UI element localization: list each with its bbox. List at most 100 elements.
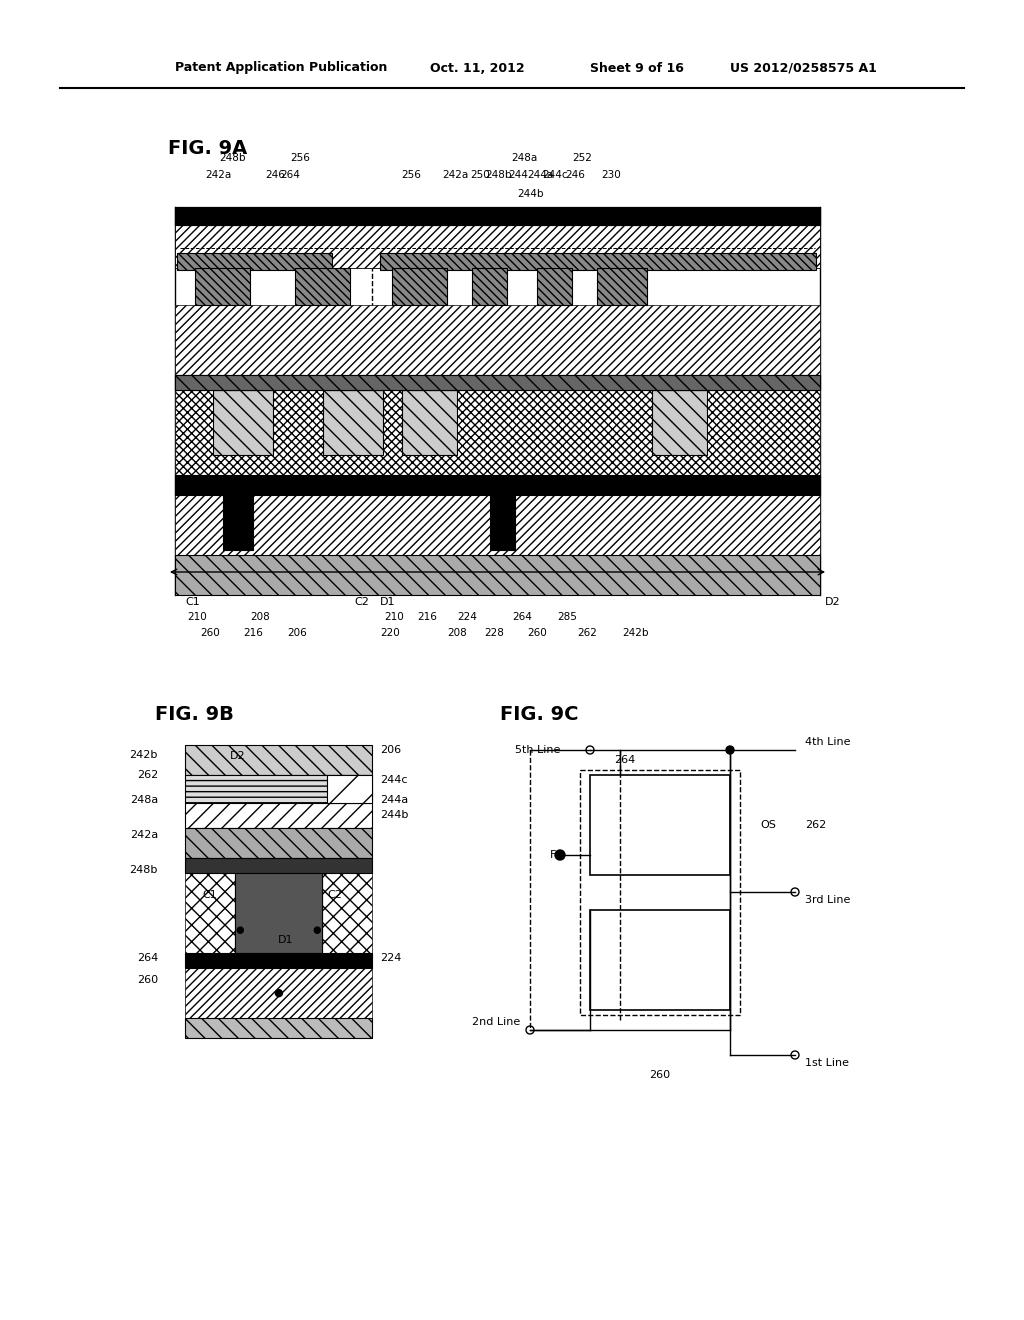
Text: C1: C1 — [185, 597, 200, 607]
Text: 216: 216 — [417, 612, 437, 622]
Bar — [327, 775, 372, 803]
Text: Oct. 11, 2012: Oct. 11, 2012 — [430, 62, 524, 74]
Text: 242a: 242a — [205, 170, 231, 180]
Text: D1: D1 — [380, 597, 395, 607]
Text: OS: OS — [760, 820, 776, 830]
Bar — [175, 475, 820, 495]
Text: 228: 228 — [484, 628, 504, 638]
Text: C1: C1 — [203, 890, 217, 900]
Text: 248b: 248b — [130, 865, 158, 875]
Text: 252: 252 — [572, 153, 592, 162]
Bar — [392, 268, 447, 305]
Text: 208: 208 — [447, 628, 467, 638]
Bar — [175, 207, 820, 224]
Text: 246: 246 — [565, 170, 585, 180]
Text: 250: 250 — [470, 170, 489, 180]
Text: 210: 210 — [384, 612, 403, 622]
Text: 262: 262 — [137, 770, 158, 780]
Text: 244b: 244b — [380, 810, 409, 820]
Text: 2nd Line: 2nd Line — [472, 1016, 520, 1027]
Text: 260: 260 — [200, 628, 220, 638]
Bar — [590, 909, 730, 1010]
Text: ●: ● — [236, 925, 245, 935]
Bar — [490, 495, 515, 550]
Text: 256: 256 — [401, 170, 421, 180]
Text: 4th Line: 4th Line — [805, 737, 851, 747]
Text: 210: 210 — [187, 612, 207, 622]
Text: 262: 262 — [805, 820, 826, 830]
Text: FIG. 9B: FIG. 9B — [155, 705, 233, 725]
Text: 246: 246 — [265, 170, 285, 180]
Text: 244a: 244a — [380, 795, 409, 805]
Text: 244c: 244c — [380, 775, 408, 785]
Bar — [185, 744, 372, 775]
Text: 248a: 248a — [130, 795, 158, 805]
Bar — [323, 389, 383, 455]
Bar — [185, 1018, 372, 1038]
Text: Sheet 9 of 16: Sheet 9 of 16 — [590, 62, 684, 74]
Text: FG: FG — [550, 850, 565, 861]
Text: 5th Line: 5th Line — [515, 744, 560, 755]
Text: 244c: 244c — [542, 170, 568, 180]
Bar — [223, 495, 253, 550]
Text: D2: D2 — [230, 751, 246, 762]
Bar — [234, 775, 322, 953]
Text: 260: 260 — [137, 975, 158, 985]
Text: 230: 230 — [601, 170, 621, 180]
Bar — [175, 305, 820, 375]
Text: 220: 220 — [380, 628, 399, 638]
Text: 264: 264 — [614, 755, 636, 766]
Bar — [185, 803, 372, 828]
Text: 260: 260 — [649, 1071, 671, 1080]
Text: 285: 285 — [557, 612, 577, 622]
Text: 3rd Line: 3rd Line — [805, 895, 850, 906]
Text: ●: ● — [312, 925, 322, 935]
Text: 244a: 244a — [527, 170, 553, 180]
Text: Patent Application Publication: Patent Application Publication — [175, 62, 387, 74]
Text: 224: 224 — [380, 953, 401, 964]
Text: 248a: 248a — [511, 153, 538, 162]
Text: 242a: 242a — [130, 830, 158, 840]
Bar — [175, 207, 820, 224]
Text: 206: 206 — [287, 628, 307, 638]
Bar — [177, 253, 332, 271]
Bar — [402, 389, 457, 455]
Text: 264: 264 — [512, 612, 531, 622]
Bar — [537, 268, 572, 305]
Text: 242a: 242a — [442, 170, 468, 180]
Bar — [175, 224, 820, 268]
Text: 256: 256 — [290, 153, 310, 162]
Text: C2: C2 — [327, 890, 342, 900]
Text: 206: 206 — [380, 744, 401, 755]
Bar — [380, 253, 816, 271]
Text: 242b: 242b — [622, 628, 648, 638]
Circle shape — [555, 850, 565, 861]
Text: 244b: 244b — [517, 189, 544, 199]
Text: 248b: 248b — [485, 170, 512, 180]
Text: FIG. 9C: FIG. 9C — [500, 705, 579, 725]
Bar — [185, 873, 372, 953]
Bar — [652, 389, 707, 455]
Text: 264: 264 — [137, 953, 158, 964]
Text: 1st Line: 1st Line — [805, 1059, 849, 1068]
Text: 224: 224 — [457, 612, 477, 622]
Bar — [185, 858, 372, 873]
Text: 216: 216 — [243, 628, 263, 638]
Bar — [185, 775, 372, 803]
Bar — [213, 389, 273, 455]
Text: 264: 264 — [280, 170, 300, 180]
Bar — [590, 775, 730, 875]
Text: US 2012/0258575 A1: US 2012/0258575 A1 — [730, 62, 877, 74]
Text: 260: 260 — [527, 628, 547, 638]
Bar — [185, 953, 372, 968]
Bar — [175, 554, 820, 595]
Bar — [175, 495, 820, 554]
Bar — [472, 268, 507, 305]
Text: C2: C2 — [354, 597, 369, 607]
Text: 262: 262 — [577, 628, 597, 638]
Text: D2: D2 — [825, 597, 841, 607]
Text: ●: ● — [273, 987, 283, 998]
Bar — [185, 828, 372, 858]
Text: 248b: 248b — [219, 153, 246, 162]
Bar — [195, 268, 250, 305]
